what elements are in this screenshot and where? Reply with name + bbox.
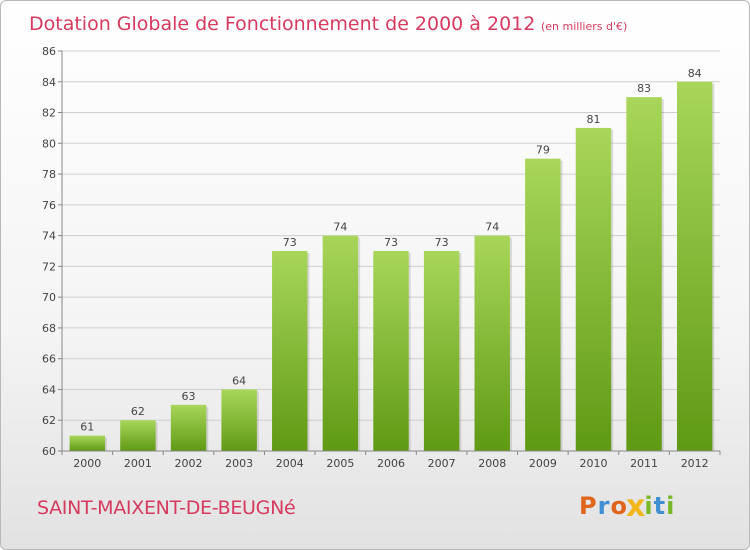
bar-2012 — [676, 81, 713, 452]
x-tick-label: 2008 — [478, 457, 506, 470]
bar-value-label: 83 — [637, 82, 651, 95]
bar-2000 — [69, 435, 106, 451]
bar-value-label: 73 — [435, 236, 449, 249]
y-tick-label: 72 — [42, 260, 56, 273]
x-tick-label: 2009 — [529, 457, 557, 470]
x-tick-label: 2002 — [175, 457, 203, 470]
y-tick-label: 66 — [42, 353, 56, 366]
proxiti-logo: Proxiti — [579, 489, 676, 524]
bar-2005 — [322, 235, 359, 451]
bar-value-label: 64 — [232, 374, 246, 387]
x-tick-label: 2006 — [377, 457, 405, 470]
bar-value-label: 61 — [80, 421, 94, 434]
bar-2009 — [525, 158, 561, 451]
x-axis-ticks: 2000 2001 2002 2003 2004 2005 2006 2007 2008 2009… — [61, 451, 721, 470]
bar-value-label: 73 — [384, 236, 398, 249]
logo-letter: i — [666, 492, 676, 520]
y-tick-label: 62 — [42, 414, 56, 427]
y-tick-label: 82 — [42, 107, 56, 120]
bar-2001 — [120, 420, 156, 451]
bar-value-labels: 61 62 63 64 73 74 73 73 74 79 81 83 84 — [80, 67, 701, 434]
y-tick-label: 78 — [42, 168, 56, 181]
x-tick-label: 2003 — [225, 457, 253, 470]
logo-letter: t — [653, 492, 667, 520]
y-tick-label: 74 — [42, 230, 56, 243]
logo-letter: o — [610, 492, 628, 520]
bar-2003 — [221, 389, 257, 451]
bar-2008 — [474, 235, 510, 451]
bar-value-label: 81 — [586, 113, 600, 126]
bar-2011 — [626, 97, 662, 452]
logo-letter: r — [597, 492, 611, 520]
y-tick-label: 76 — [42, 199, 56, 212]
x-tick-label: 2004 — [276, 457, 304, 470]
y-tick-label: 60 — [42, 445, 56, 458]
x-tick-label: 2011 — [630, 457, 658, 470]
y-tick-label: 84 — [42, 76, 56, 89]
y-tick-label: 86 — [42, 45, 56, 58]
bar-value-label: 63 — [182, 390, 196, 403]
y-tick-label: 80 — [42, 137, 56, 150]
chart-title: Dotation Globale de Fonctionnement de 20… — [29, 13, 535, 35]
bar-value-label: 74 — [485, 221, 499, 234]
y-tick-label: 64 — [42, 383, 56, 396]
x-tick-label: 2005 — [326, 457, 354, 470]
bar-2004 — [272, 251, 308, 451]
bar-value-label: 79 — [536, 144, 550, 157]
bar-value-label: 73 — [283, 236, 297, 249]
bar-2002 — [170, 404, 207, 451]
x-tick-label: 2010 — [579, 457, 607, 470]
bar-2010 — [575, 127, 612, 451]
bars — [69, 81, 715, 452]
x-tick-label: 2012 — [681, 457, 709, 470]
bar-value-label: 62 — [131, 405, 145, 418]
bar-2006 — [373, 251, 409, 451]
bar-value-label: 74 — [333, 221, 347, 234]
chart-unit-subtitle: (en milliers d'€) — [541, 20, 627, 33]
x-tick-label: 2000 — [73, 457, 101, 470]
logo-letter: P — [579, 492, 598, 520]
commune-name: SAINT-MAIXENT-DE-BEUGNé — [37, 497, 296, 519]
y-tick-label: 68 — [42, 322, 56, 335]
x-tick-label: 2001 — [124, 457, 152, 470]
y-tick-label: 70 — [42, 291, 56, 304]
x-tick-label: 2007 — [428, 457, 456, 470]
bar-2007 — [423, 251, 460, 451]
logo-letter: i — [644, 492, 654, 520]
logo-letter: x — [625, 488, 647, 524]
y-axis-ticks: 60 62 64 66 68 70 72 74 76 78 80 82 84 86 — [42, 45, 62, 458]
bar-value-label: 84 — [688, 67, 702, 80]
